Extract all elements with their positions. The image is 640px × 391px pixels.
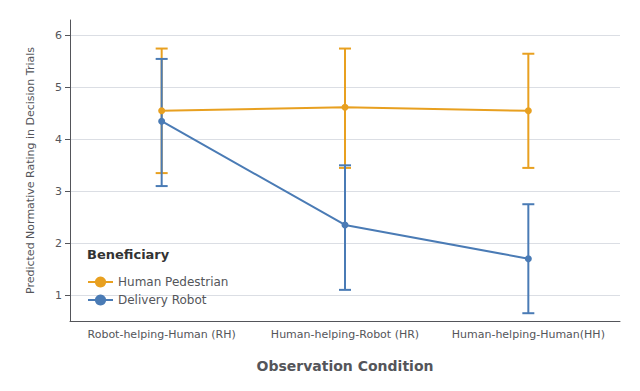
svg-text:Delivery Robot: Delivery Robot [118, 293, 207, 307]
svg-text:Observation Condition: Observation Condition [257, 358, 434, 374]
svg-text:1: 1 [55, 289, 62, 302]
svg-text:Human-helping-Robot (HR): Human-helping-Robot (HR) [271, 328, 419, 341]
svg-text:4: 4 [55, 133, 62, 146]
svg-text:Predicted Normative Rating in: Predicted Normative Rating in Decision T… [24, 47, 37, 294]
svg-text:Robot-helping-Human (RH): Robot-helping-Human (RH) [88, 328, 236, 341]
svg-text:Human-helping-Human(HH): Human-helping-Human(HH) [452, 328, 605, 341]
svg-text:3: 3 [55, 185, 62, 198]
svg-text:2: 2 [55, 237, 62, 250]
svg-text:6: 6 [55, 29, 62, 42]
svg-text:Beneficiary: Beneficiary [87, 247, 170, 262]
svg-text:5: 5 [55, 81, 62, 94]
svg-text:Human Pedestrian: Human Pedestrian [118, 275, 228, 289]
